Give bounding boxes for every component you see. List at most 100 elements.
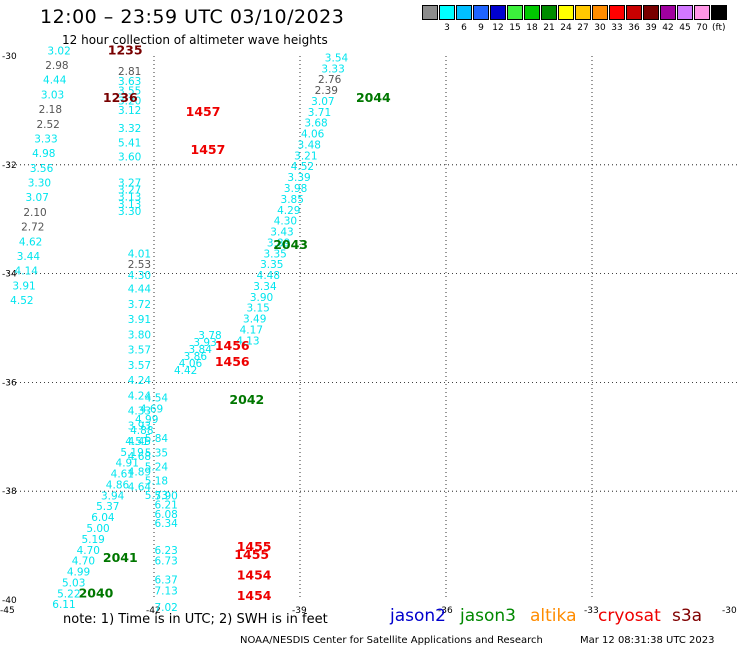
wave-height-label: 5.73	[145, 490, 168, 502]
wave-height-label: 4.33	[128, 405, 151, 417]
wave-height-label: 4.98	[32, 148, 55, 160]
colorbar-swatch	[473, 5, 489, 20]
wave-height-label: 3.07	[26, 192, 49, 204]
lat-tick-label: -32	[2, 161, 17, 171]
pass-time-label: 1454	[237, 567, 272, 582]
wave-height-label: 4.30	[274, 216, 297, 228]
satellite-legend-jason2: jason2	[390, 606, 446, 626]
pass-time-label: 1455	[237, 539, 272, 554]
wave-height-label: 6.37	[154, 575, 177, 587]
colorbar-tick-label: 33	[611, 23, 623, 33]
wave-height-label: 3.48	[298, 139, 321, 151]
wave-height-label: 3.72	[128, 299, 151, 311]
pass-time-label: 2042	[229, 392, 264, 407]
wave-height-label: 3.32	[118, 123, 141, 135]
wave-height-label: 5.84	[145, 433, 169, 445]
wave-height-label: 6.23	[154, 545, 177, 557]
wave-height-label: 3.07	[311, 96, 334, 108]
wave-height-label: 4.54	[145, 392, 169, 404]
wave-height-label: 4.06	[301, 129, 325, 141]
pass-time-label: 2040	[79, 585, 114, 600]
pass-time-label: 1457	[191, 142, 226, 157]
wave-height-label: 3.27	[118, 178, 141, 190]
lon-tick-label: -39	[292, 606, 307, 616]
colorbar-swatch	[456, 5, 472, 20]
page-subtitle: 12 hour collection of altimeter wave hei…	[62, 33, 328, 47]
wave-height-label: 4.70	[77, 545, 100, 557]
wave-height-label: 5.19	[81, 534, 104, 546]
colorbar-swatch	[677, 5, 693, 20]
wave-height-label: 5.22	[57, 588, 80, 600]
wave-height-label: 3.30	[118, 206, 141, 218]
colorbar-tick-label: 21	[543, 23, 555, 33]
pass-time-label: 1236	[103, 90, 138, 105]
wave-height-label: 3.43	[270, 227, 293, 239]
wave-height-label: 3.71	[308, 107, 331, 119]
wave-height-label: 4.61	[111, 469, 134, 481]
wave-height-label: 3.60	[118, 151, 141, 163]
lat-tick-label: -36	[2, 378, 17, 388]
lon-tick-label: -33	[584, 606, 599, 616]
colorbar-tick-label: 3	[444, 23, 450, 33]
wave-height-label: 3.13	[118, 192, 141, 204]
colorbar-tick-label: 15	[509, 23, 521, 33]
wave-height-label: 4.52	[291, 161, 314, 173]
wave-height-label: 2.72	[21, 222, 44, 234]
colorbar-unit: (ft)	[712, 23, 726, 33]
colorbar-tick-label: 9	[478, 23, 484, 33]
wave-height-label: 4.42	[174, 365, 197, 377]
wave-height-label: 6.08	[154, 509, 177, 521]
wave-height-label: 2.81	[118, 66, 141, 78]
lat-tick-label: -30	[2, 52, 17, 62]
wave-height-label: 3.30	[28, 178, 51, 190]
colorbar-swatch	[422, 5, 438, 20]
wave-height-label: 3.44	[17, 251, 41, 263]
wave-height-label: 4.48	[257, 270, 280, 282]
wave-height-label: 6.04	[91, 512, 115, 524]
wave-height-label: 4.64	[128, 482, 152, 494]
lat-tick-label: -34	[2, 270, 17, 280]
satellite-legend-cryosat: cryosat	[598, 606, 661, 626]
wave-height-label: 5.18	[145, 476, 168, 488]
wave-height-label: 4.24	[128, 375, 152, 387]
wave-height-label: 3.15	[246, 303, 269, 315]
colorbar-swatch	[592, 5, 608, 20]
wave-height-label: 3.03	[41, 89, 64, 101]
colorbar-swatch	[439, 5, 455, 20]
colorbar-tick-label: 45	[679, 23, 691, 33]
wave-height-label: 4.29	[277, 205, 300, 217]
wave-height-label: 3.63	[118, 76, 141, 88]
colorbar-tick-label: 30	[594, 23, 606, 33]
wave-height-label: 3.27	[118, 185, 141, 197]
colorbar-swatch	[524, 5, 540, 20]
wave-height-label: 4.99	[67, 567, 90, 579]
colorbar-swatch	[541, 5, 557, 20]
wave-height-label: 2.53	[128, 259, 151, 271]
lat-tick-label: -40	[2, 596, 17, 606]
pass-time-label: 1455	[234, 547, 269, 562]
wave-height-label: 4.70	[72, 556, 95, 568]
colorbar-swatch	[694, 5, 710, 20]
wave-height-label: 3.93	[193, 337, 216, 349]
wave-height-label: 2.18	[39, 104, 62, 116]
wave-height-label: 3.20	[118, 95, 141, 107]
wave-height-label: 3.35	[260, 259, 283, 271]
wave-height-label: 6.21	[154, 500, 177, 512]
wave-height-label: 2.76	[318, 74, 342, 86]
lon-tick-label: -45	[0, 606, 15, 616]
wave-height-label: 4.62	[19, 236, 42, 248]
wave-height-label: 3.33	[321, 63, 344, 75]
wave-height-label: 3.84	[189, 344, 213, 356]
wave-height-label: 3.13	[118, 199, 141, 211]
wave-height-label: 2.98	[45, 60, 68, 72]
pass-time-label: 1457	[186, 104, 221, 119]
wave-height-label: 3.57	[128, 345, 151, 357]
wave-height-label: 4.89	[128, 466, 151, 478]
wave-height-label: 4.01	[128, 248, 151, 260]
wave-height-label: 5.35	[145, 447, 168, 459]
colorbar-tick-label: 36	[628, 23, 640, 33]
pass-time-label: 2041	[103, 550, 138, 565]
wave-height-label: 5.24	[145, 462, 169, 474]
colorbar-swatch	[575, 5, 591, 20]
